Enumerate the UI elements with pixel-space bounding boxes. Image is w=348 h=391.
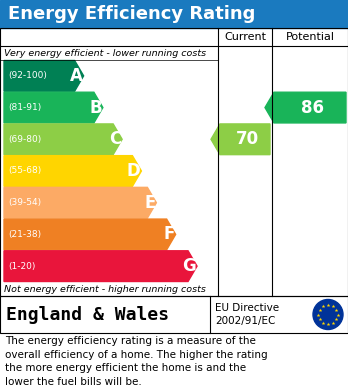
Text: 70: 70 <box>236 130 259 148</box>
Bar <box>0 0 348 28</box>
Polygon shape <box>4 156 141 187</box>
Text: (55-68): (55-68) <box>8 167 41 176</box>
Text: E: E <box>144 194 155 212</box>
Text: B: B <box>89 99 102 117</box>
Circle shape <box>313 300 343 330</box>
Text: (92-100): (92-100) <box>8 71 47 81</box>
Text: (21-38): (21-38) <box>8 230 41 239</box>
Text: 86: 86 <box>301 99 324 117</box>
Text: (1-20): (1-20) <box>8 262 35 271</box>
Polygon shape <box>265 92 346 123</box>
Text: A: A <box>70 67 82 85</box>
Bar <box>0 296 348 333</box>
Polygon shape <box>4 92 103 123</box>
Text: G: G <box>182 257 196 275</box>
Text: (39-54): (39-54) <box>8 198 41 207</box>
Text: England & Wales: England & Wales <box>6 305 169 323</box>
Polygon shape <box>4 187 156 218</box>
Text: (69-80): (69-80) <box>8 135 41 144</box>
Text: Current: Current <box>224 32 266 42</box>
Polygon shape <box>4 251 197 282</box>
Text: C: C <box>109 130 121 148</box>
Polygon shape <box>4 61 84 91</box>
Text: Potential: Potential <box>285 32 334 42</box>
Bar <box>0 28 348 296</box>
Text: (81-91): (81-91) <box>8 103 41 112</box>
Text: D: D <box>127 162 140 180</box>
Text: Very energy efficient - lower running costs: Very energy efficient - lower running co… <box>4 48 206 57</box>
Polygon shape <box>4 124 122 155</box>
Text: F: F <box>163 226 175 244</box>
Polygon shape <box>211 124 270 155</box>
Text: Energy Efficiency Rating: Energy Efficiency Rating <box>8 5 255 23</box>
Text: Not energy efficient - higher running costs: Not energy efficient - higher running co… <box>4 285 206 294</box>
Polygon shape <box>4 219 176 250</box>
Text: EU Directive
2002/91/EC: EU Directive 2002/91/EC <box>215 303 279 326</box>
Text: The energy efficiency rating is a measure of the
overall efficiency of a home. T: The energy efficiency rating is a measur… <box>5 336 268 387</box>
